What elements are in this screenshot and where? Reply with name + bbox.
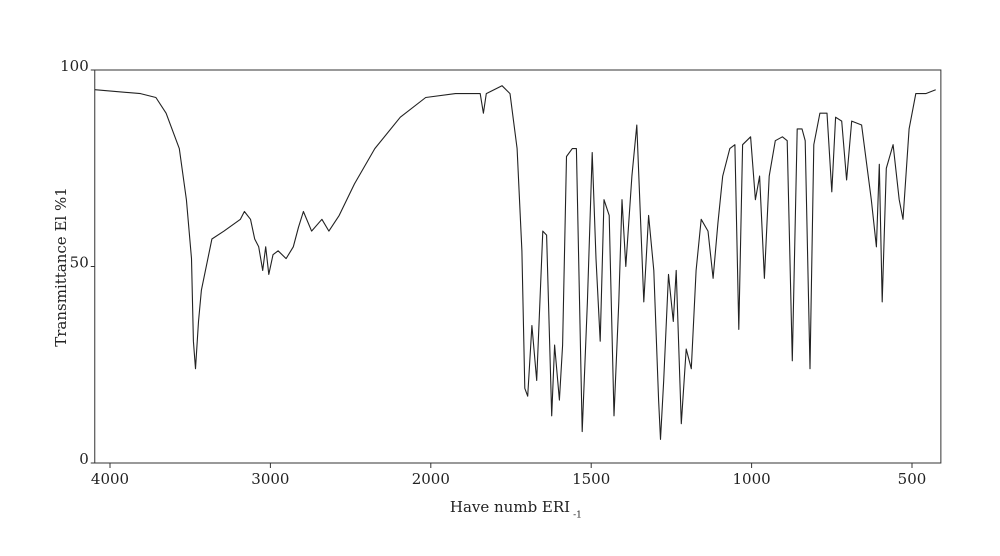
x-tick-label: 2000 bbox=[412, 470, 450, 488]
x-tick-label: 1500 bbox=[572, 470, 610, 488]
x-tick-label: 4000 bbox=[91, 470, 129, 488]
x-tick-label: 1000 bbox=[733, 470, 771, 488]
y-tick-label: 0 bbox=[79, 450, 89, 468]
y-tick-label: 100 bbox=[60, 57, 89, 75]
spectrum-line bbox=[94, 85, 936, 440]
x-axis-label: Have numb ERI bbox=[450, 498, 570, 516]
x-tick-label: 500 bbox=[898, 470, 927, 488]
y-tick-label: 50 bbox=[70, 254, 89, 272]
x-axis-label-sub: -1 bbox=[573, 511, 582, 521]
y-axis-label: Transmittance El %1 bbox=[52, 187, 70, 347]
x-tick-label: 3000 bbox=[251, 470, 289, 488]
